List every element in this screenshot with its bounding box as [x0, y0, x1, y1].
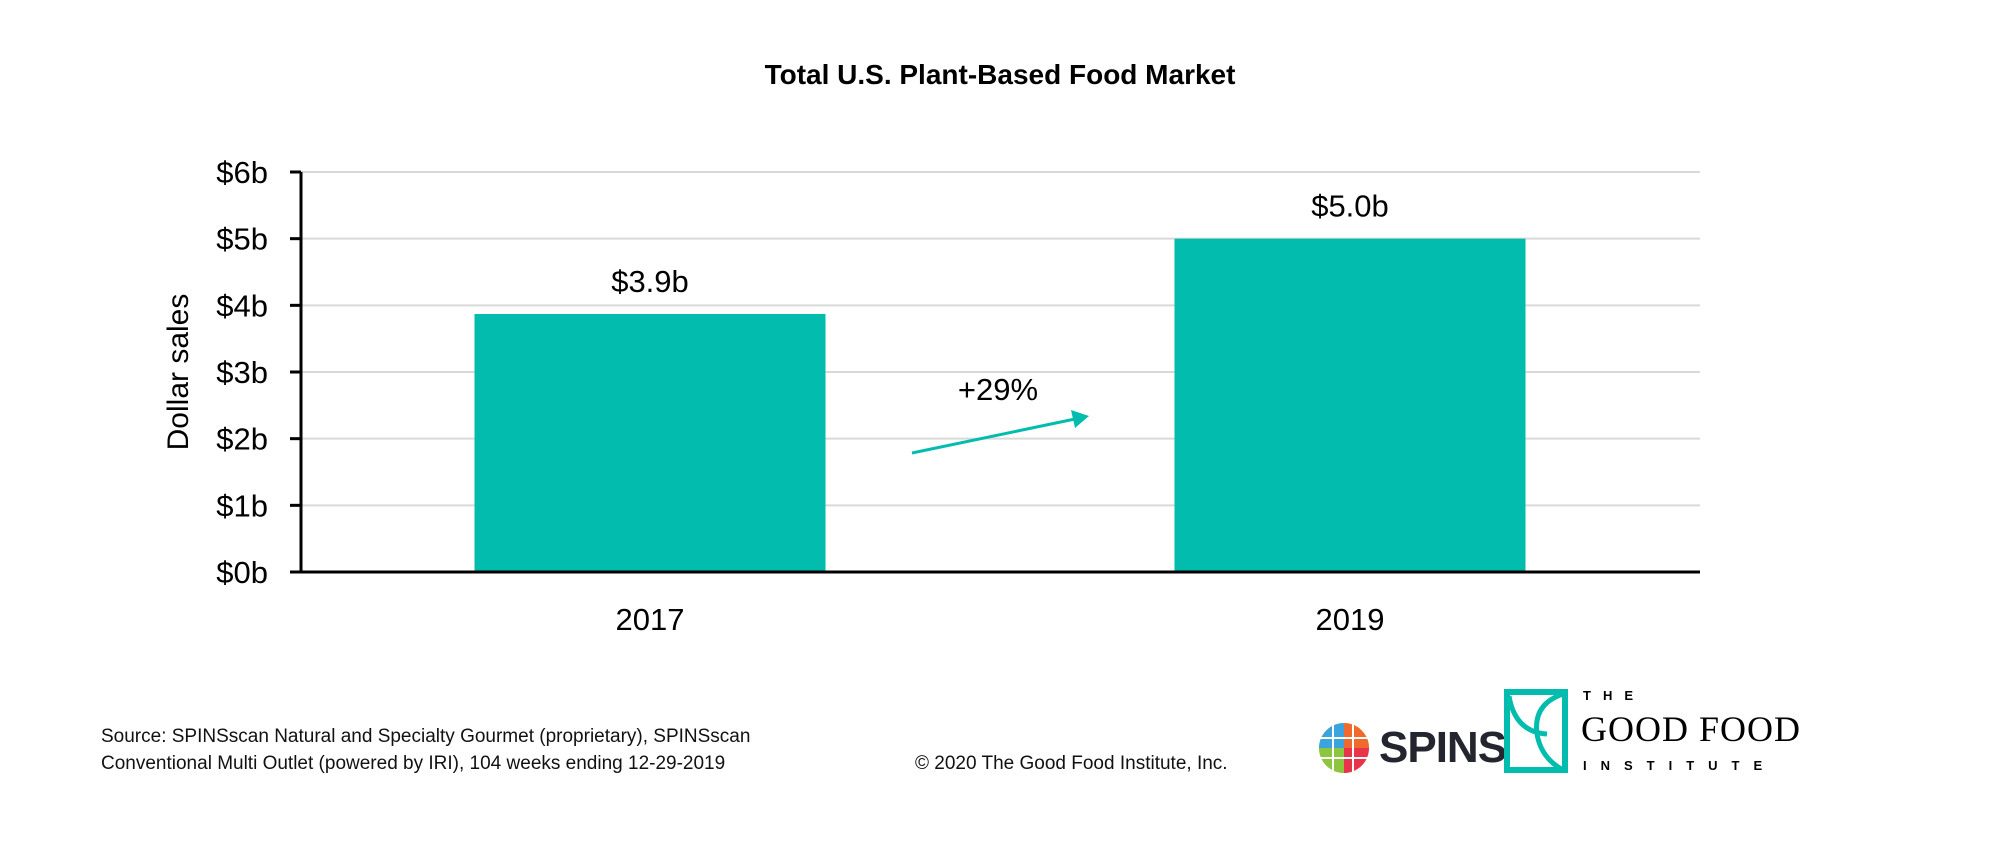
y-tick-label: $1b — [216, 488, 268, 523]
y-tick-label: $6b — [216, 155, 268, 190]
source-note: Source: SPINSscan Natural and Specialty … — [101, 723, 750, 777]
growth-arrow — [911, 410, 1089, 455]
copyright: © 2020 The Good Food Institute, Inc. — [915, 753, 1228, 774]
gfi-institute: INSTITUTE — [1583, 758, 1777, 773]
bar-2017 — [474, 314, 826, 572]
gfi-the: THE — [1583, 688, 1645, 703]
spins-logo: SPINS — [1315, 720, 1507, 776]
data-label: $5.0b — [1311, 189, 1389, 224]
y-tick-label: $0b — [216, 555, 268, 590]
y-tick-label: $4b — [216, 288, 268, 323]
source-line-1: Source: SPINSscan Natural and Specialty … — [101, 726, 751, 747]
data-label: $3.9b — [611, 264, 689, 299]
bar-2019 — [1174, 238, 1526, 572]
spins-globe-icon — [1315, 720, 1373, 776]
growth-arrow-line — [911, 417, 1076, 455]
x-tick-label: 2019 — [1316, 602, 1385, 637]
y-tick-label: $3b — [216, 355, 268, 390]
spins-wordmark: SPINS — [1379, 723, 1507, 772]
y-axis-label: Dollar sales — [162, 294, 195, 451]
x-tick-label: 2017 — [616, 602, 685, 637]
gfi-good-food: GOOD FOOD — [1581, 709, 1802, 749]
growth-label: +29% — [958, 372, 1038, 407]
y-tick-label: $2b — [216, 422, 268, 457]
y-tick-label: $5b — [216, 222, 268, 257]
gfi-logo: THE GOOD FOOD INSTITUTE — [1503, 686, 1800, 778]
chart-title: Total U.S. Plant-Based Food Market — [765, 59, 1236, 90]
growth-arrow-head — [1071, 410, 1089, 428]
source-line-2: Conventional Multi Outlet (powered by IR… — [101, 753, 726, 774]
gfi-leaf-icon — [1504, 689, 1568, 773]
